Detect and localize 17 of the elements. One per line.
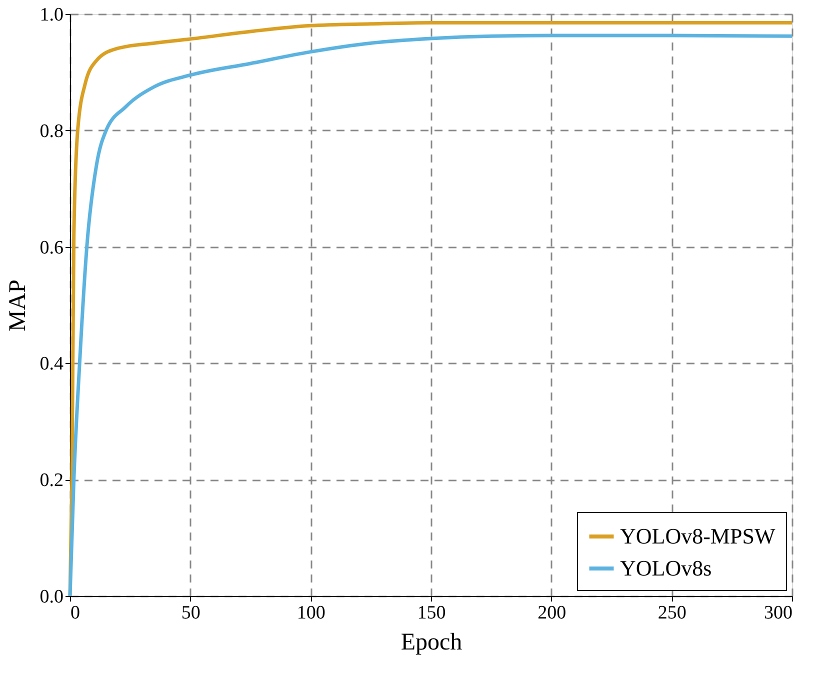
y-tick-label: 0.8 [40,120,64,142]
x-tick-label: 150 [417,602,446,624]
y-tick-label: 0.2 [40,470,64,492]
y-tick-label: 0.4 [40,354,64,375]
x-axis-title: Epoch [400,630,462,656]
y-tick-label: 0.0 [40,586,64,608]
legend-label: YOLOv8-MPSW [620,524,776,548]
y-axis-title: MAP [4,279,31,332]
x-tick-label: 0 [70,602,80,624]
x-tick-label: 300 [764,602,792,624]
x-tick-label: 50 [181,602,200,624]
y-tick-label: 1.0 [40,4,64,26]
legend-label: YOLOv8s [620,556,712,580]
x-tick-label: 250 [658,602,686,624]
x-tick-label: 200 [538,602,566,624]
x-tick-label: 100 [296,602,326,624]
y-tick-label: 0.6 [40,237,64,258]
